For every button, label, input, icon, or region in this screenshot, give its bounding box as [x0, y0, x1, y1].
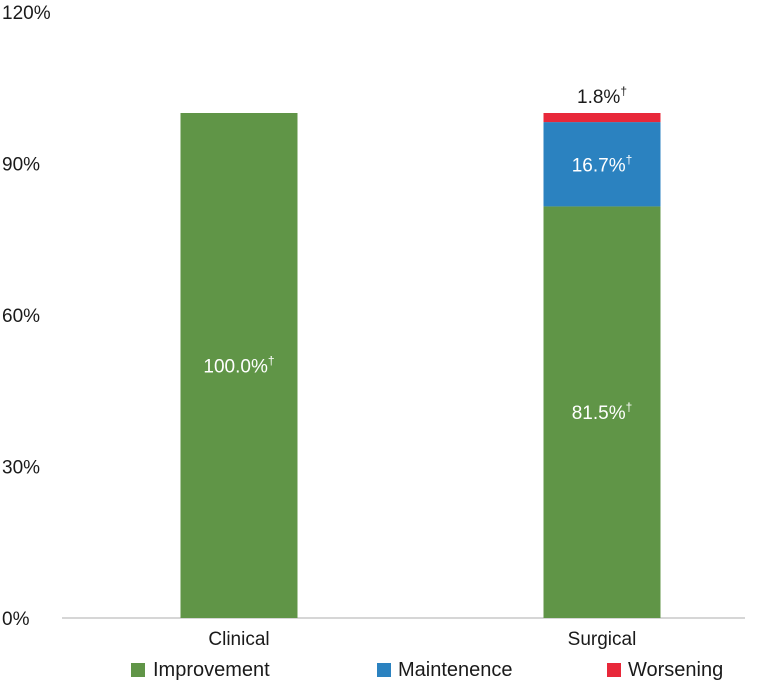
- legend-label-maintenence: Maintenence: [398, 659, 513, 681]
- bar-worsening-surgical: [543, 113, 661, 123]
- legend-label-improvement: Improvement: [153, 659, 270, 681]
- legend-swatch-maintenence: [377, 663, 391, 677]
- y-tick-label: 0%: [2, 609, 30, 630]
- y-tick-label: 60%: [2, 306, 40, 327]
- data-labels: 100.0%† 81.5%† 16.7%† 1.8%†: [203, 84, 632, 424]
- bar-maintenence-surgical: [543, 122, 661, 207]
- y-tick-label: 120%: [2, 3, 51, 24]
- data-label-maintenence-surgical: 16.7%†: [572, 152, 633, 176]
- category-label-surgical: Surgical: [568, 629, 637, 650]
- data-label-improvement-surgical: 81.5%†: [572, 400, 633, 424]
- category-label-clinical: Clinical: [208, 629, 269, 650]
- y-axis-ticks: 0% 30% 60% 90% 120%: [2, 3, 51, 630]
- x-axis-category-labels: Clinical Surgical: [208, 629, 636, 650]
- bar-improvement-surgical: [543, 206, 661, 619]
- legend-swatch-worsening: [607, 663, 621, 677]
- data-label-improvement-clinical: 100.0%†: [203, 354, 274, 378]
- legend: Improvement Maintenence Worsening: [131, 659, 723, 681]
- bar-improvement-clinical: [180, 113, 298, 618]
- y-tick-label: 90%: [2, 155, 40, 176]
- legend-swatch-improvement: [131, 663, 145, 677]
- data-label-worsening-surgical: 1.8%†: [577, 84, 627, 108]
- bars: [180, 113, 661, 619]
- legend-label-worsening: Worsening: [628, 659, 723, 681]
- y-tick-label: 30%: [2, 458, 40, 479]
